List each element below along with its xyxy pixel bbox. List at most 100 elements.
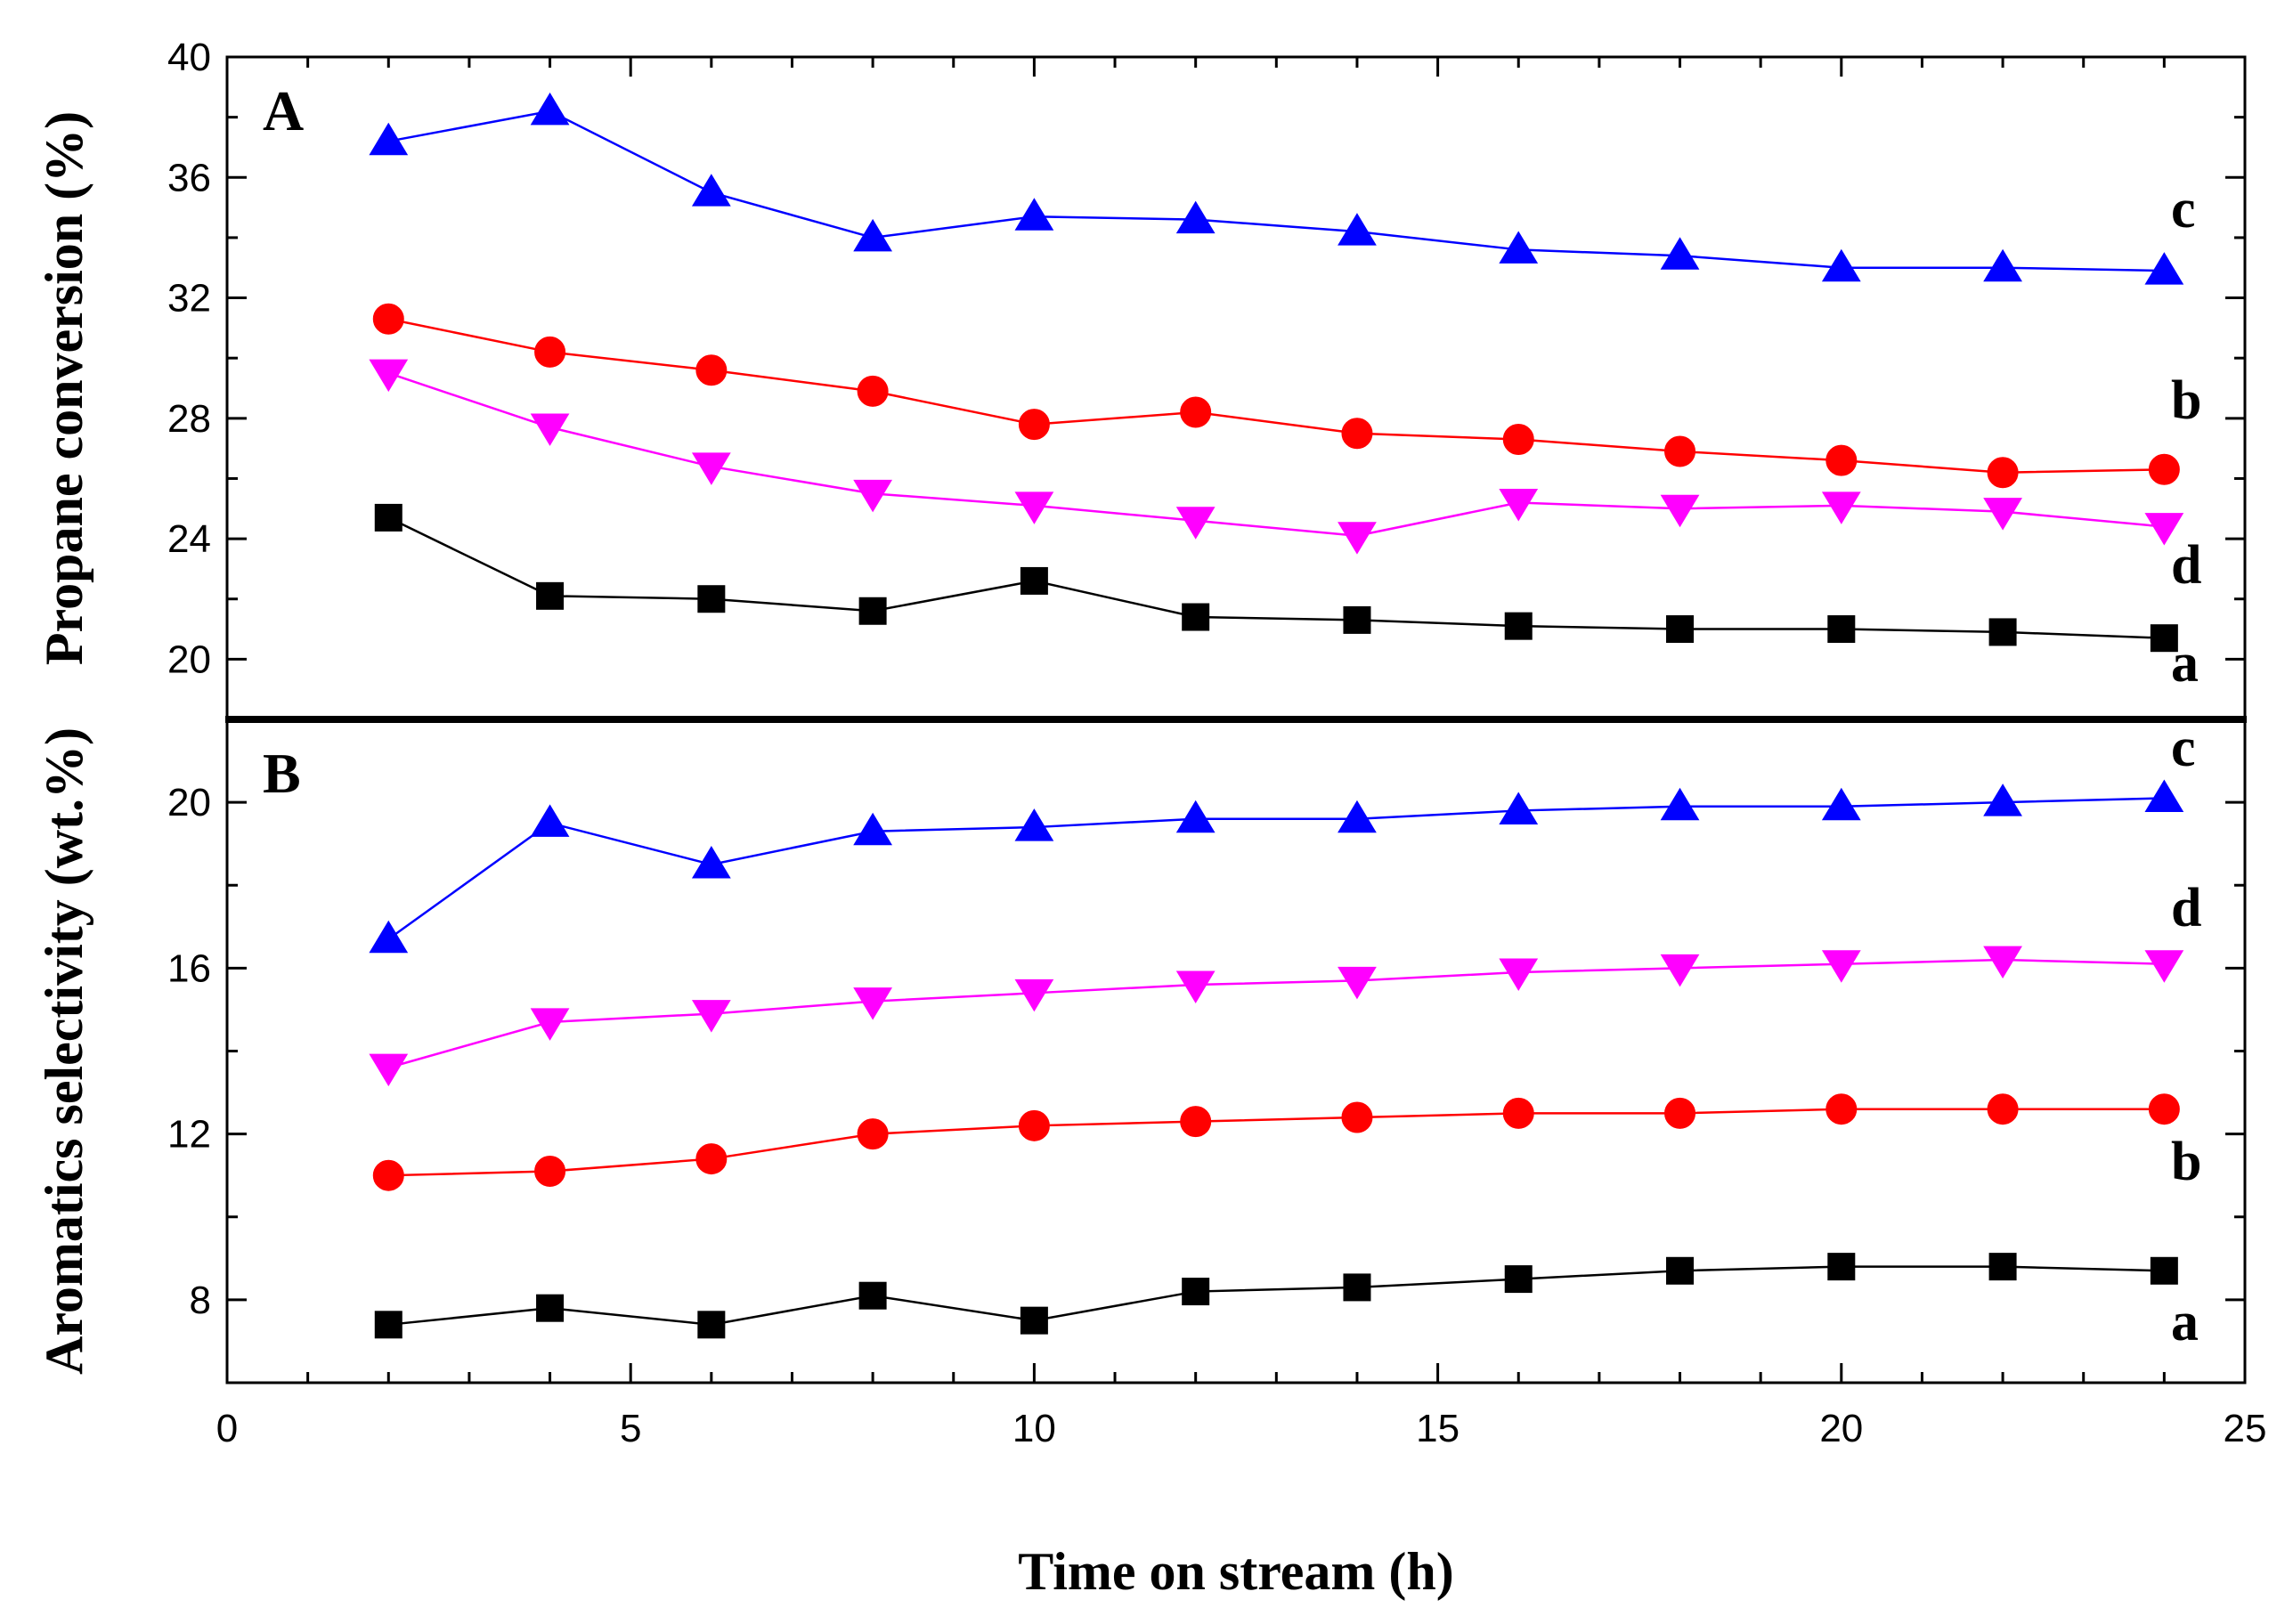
y-tick-label: 20 xyxy=(167,637,211,681)
data-point xyxy=(1020,566,1048,595)
data-point xyxy=(691,1000,731,1033)
data-point xyxy=(372,1159,404,1191)
series-line xyxy=(387,958,2165,1069)
data-point xyxy=(2144,779,2184,812)
x-tick-label: 15 xyxy=(1416,1407,1460,1450)
panel-letter: A xyxy=(263,79,304,142)
data-point xyxy=(374,1311,402,1339)
y-tick-label: 16 xyxy=(167,946,211,990)
data-point xyxy=(1825,1093,1858,1125)
data-point xyxy=(1180,1106,1212,1138)
data-point xyxy=(1502,423,1534,455)
data-point xyxy=(1504,612,1533,640)
series-label-b: b xyxy=(2171,1132,2201,1192)
series-label-c: c xyxy=(2171,179,2196,240)
y-tick-label: 20 xyxy=(167,781,211,824)
data-point xyxy=(1343,605,1371,634)
data-point xyxy=(1827,1253,1856,1281)
y-tick-label: 32 xyxy=(167,277,211,321)
data-point xyxy=(858,597,887,625)
data-point xyxy=(1664,1097,1696,1129)
data-point xyxy=(1341,418,1373,450)
data-point xyxy=(695,1143,728,1175)
series-line xyxy=(387,371,2165,537)
data-point xyxy=(1499,231,1539,264)
data-point xyxy=(1827,615,1856,644)
data-point xyxy=(369,122,409,156)
data-point xyxy=(697,585,726,613)
data-point xyxy=(2144,950,2184,983)
data-point xyxy=(534,336,566,368)
series-a xyxy=(374,1253,2178,1339)
data-point xyxy=(1666,615,1695,644)
data-point xyxy=(1175,970,1216,1003)
y-tick-label: 12 xyxy=(167,1113,211,1157)
data-point xyxy=(374,503,402,532)
data-point xyxy=(1502,1097,1534,1129)
x-axis: 0 5 10 15 20 25 xyxy=(216,57,2266,1450)
x-tick-label: 10 xyxy=(1012,1407,1056,1450)
y-tick-label: 24 xyxy=(167,517,211,561)
data-point xyxy=(1987,457,2019,489)
data-point xyxy=(2150,1256,2178,1285)
series-line xyxy=(388,1265,2165,1327)
series-b xyxy=(372,1093,2180,1191)
data-point xyxy=(1499,792,1539,824)
series-line xyxy=(387,516,2165,639)
data-point xyxy=(1821,248,1861,282)
data-point xyxy=(1014,491,1054,524)
data-point xyxy=(534,1156,566,1188)
data-point xyxy=(1175,200,1216,234)
data-point xyxy=(691,174,731,207)
data-point xyxy=(1014,808,1054,841)
x-tick-label: 5 xyxy=(620,1407,641,1450)
data-point xyxy=(1983,784,2022,816)
data-point xyxy=(1660,494,1700,528)
data-point xyxy=(1343,1273,1371,1302)
data-point xyxy=(1499,958,1539,992)
panel-letter: B xyxy=(263,742,301,805)
data-point xyxy=(1821,950,1861,983)
data-point xyxy=(857,375,889,407)
data-point xyxy=(530,413,570,446)
data-point xyxy=(2148,453,2180,485)
y-tick-label: 28 xyxy=(167,397,211,441)
series-label-d: d xyxy=(2171,535,2201,596)
y-tick-label: 36 xyxy=(167,156,211,199)
data-point xyxy=(853,987,893,1020)
data-point xyxy=(1020,1306,1048,1335)
data-point xyxy=(1988,1253,2017,1281)
data-point xyxy=(369,920,409,954)
data-point xyxy=(2150,624,2178,653)
data-point xyxy=(369,1053,409,1087)
series-label-b: b xyxy=(2171,370,2201,431)
data-point xyxy=(536,581,565,610)
series-a xyxy=(374,503,2178,653)
data-point xyxy=(1983,248,2022,282)
y-axis-title: Propane conversion (%) xyxy=(35,111,94,665)
data-point xyxy=(1983,498,2022,531)
data-point xyxy=(1987,1093,2019,1125)
data-point xyxy=(853,812,893,846)
data-point xyxy=(1988,618,2017,646)
series-line xyxy=(388,317,2165,474)
series-line xyxy=(388,1108,2165,1177)
data-point xyxy=(1983,946,2022,979)
data-point xyxy=(1664,435,1696,467)
data-point xyxy=(372,303,404,335)
series-label-a: a xyxy=(2171,633,2199,694)
plot-frame xyxy=(225,55,2247,721)
data-point xyxy=(1338,800,1377,833)
series-label-d: d xyxy=(2171,878,2201,938)
series-c xyxy=(369,779,2184,954)
data-point xyxy=(853,479,893,513)
series-d xyxy=(369,946,2184,1087)
data-point xyxy=(1660,237,1700,270)
data-point xyxy=(697,1311,726,1339)
data-point xyxy=(858,1281,887,1310)
data-point xyxy=(1182,1278,1210,1306)
data-point xyxy=(691,845,731,879)
data-point xyxy=(1338,213,1377,246)
